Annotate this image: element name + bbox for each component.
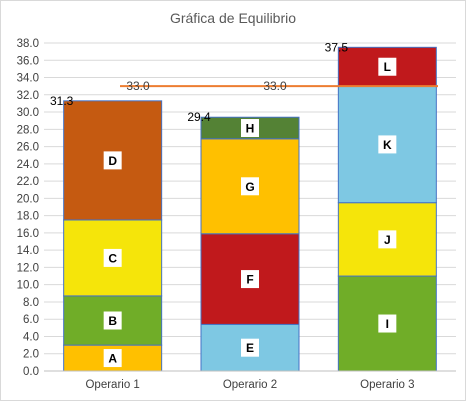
segment-label: C — [108, 251, 117, 265]
y-tick-label: 28.0 — [17, 124, 39, 136]
y-tick-label: 36.0 — [17, 55, 39, 67]
segment-label: E — [246, 341, 254, 355]
segment-label-box — [378, 314, 397, 333]
y-tick-label: 10.0 — [17, 280, 39, 292]
y-tick-label: 32.0 — [17, 90, 39, 102]
segment-label-box — [378, 57, 397, 76]
segment-label-box — [241, 338, 259, 357]
segment-label-box — [241, 177, 259, 196]
x-tick-label: Operario 1 — [85, 379, 139, 391]
y-tick-label: 14.0 — [17, 245, 39, 257]
segment-label: J — [384, 233, 391, 247]
segment-label-box — [378, 135, 397, 154]
segment-label: I — [386, 317, 389, 331]
y-tick-label: 2.0 — [23, 349, 39, 361]
segment-label: F — [246, 273, 253, 287]
y-tick-label: 4.0 — [23, 331, 39, 343]
y-tick-label: 34.0 — [17, 73, 39, 85]
y-tick-label: 30.0 — [17, 107, 39, 119]
y-tick-label: 0.0 — [23, 366, 39, 378]
segment-label-box — [103, 248, 122, 267]
y-tick-label: 12.0 — [17, 262, 39, 274]
segment-label-box — [103, 349, 122, 368]
segment-label-box — [241, 270, 259, 289]
segment-label: D — [108, 154, 117, 168]
segment-label: A — [108, 352, 117, 366]
x-tick-label: Operario 3 — [360, 379, 414, 391]
y-tick-label: 38.0 — [17, 38, 39, 50]
segment-label-box — [103, 151, 122, 170]
stack-total-label: 31.3 — [50, 94, 74, 108]
y-tick-label: 18.0 — [17, 211, 39, 223]
reference-line-label: 33.0 — [263, 79, 287, 93]
segment-label: L — [384, 60, 391, 74]
y-tick-label: 20.0 — [17, 193, 39, 205]
stack-total-label: 29.4 — [187, 110, 211, 124]
y-tick-label: 24.0 — [17, 159, 39, 171]
y-tick-label: 26.0 — [17, 142, 39, 154]
segment-label-box — [378, 230, 397, 249]
reference-line-label: 33.0 — [126, 79, 150, 93]
stack-total-label: 37.5 — [325, 40, 349, 54]
chart-title: Gráfica de Equilibrio — [169, 10, 297, 26]
y-tick-label: 8.0 — [23, 297, 39, 309]
y-tick-label: 6.0 — [23, 314, 39, 326]
x-tick-label: Operario 2 — [223, 379, 277, 391]
segment-label-box — [241, 119, 259, 138]
segment-label: B — [108, 314, 117, 328]
segment-label: H — [246, 122, 255, 136]
y-tick-label: 16.0 — [17, 228, 39, 240]
segment-label: K — [383, 138, 392, 152]
segment-label: G — [245, 180, 254, 194]
segment-label-box — [103, 311, 122, 330]
y-tick-label: 22.0 — [17, 176, 39, 188]
